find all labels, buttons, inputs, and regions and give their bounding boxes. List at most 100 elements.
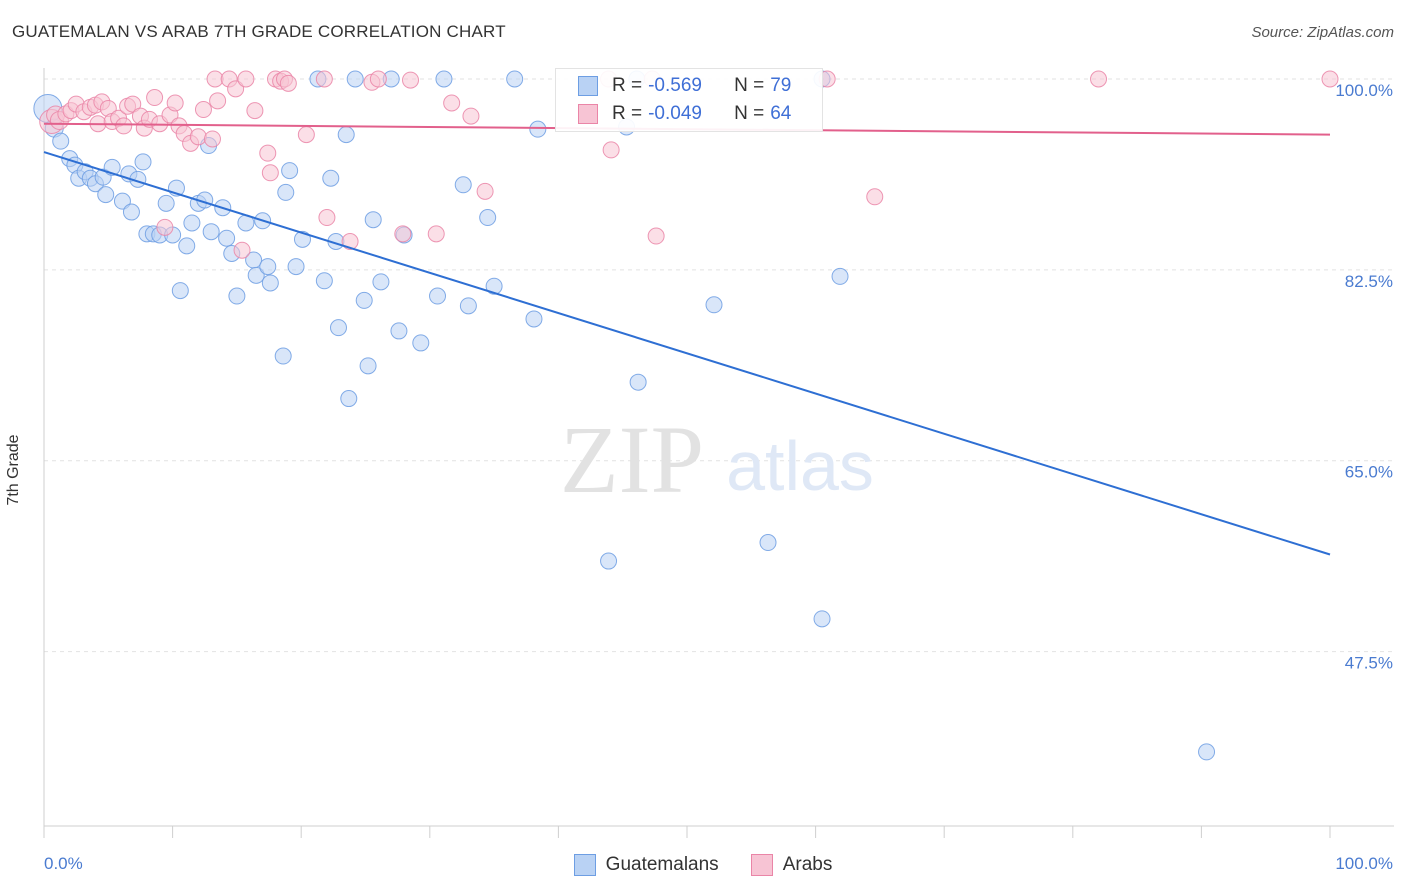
data-point-guatemalans [459, 297, 477, 315]
legend-n-value: 64 [770, 103, 792, 124]
data-point-arabs [233, 241, 251, 259]
data-point-arabs [115, 117, 133, 135]
data-point-guatemalans [600, 552, 618, 570]
data-point-arabs [394, 225, 412, 243]
y-tick-label: 82.5% [1345, 272, 1393, 291]
data-point-arabs [427, 225, 445, 243]
data-point-guatemalans [479, 209, 497, 227]
legend-row-arabs: R = -0.049 N = 64 [578, 101, 791, 127]
data-point-guatemalans [274, 347, 292, 365]
data-point-arabs [237, 70, 255, 88]
data-point-guatemalans [454, 176, 472, 194]
data-point-guatemalans [228, 287, 246, 305]
watermark-zip: ZIP [560, 406, 704, 513]
legend-r-value: -0.569 [648, 75, 702, 96]
data-point-guatemalans [261, 274, 279, 292]
data-point-guatemalans [329, 319, 347, 337]
gridlines [44, 78, 1394, 653]
trend-line-guatemalans [43, 151, 1331, 556]
legend-row-guatemalans: R = -0.569 N = 79 [578, 73, 791, 99]
data-point-guatemalans [525, 310, 543, 328]
data-point-arabs [261, 164, 279, 182]
data-point-arabs [402, 71, 420, 89]
data-point-guatemalans [1198, 743, 1216, 761]
data-point-guatemalans [435, 70, 453, 88]
data-point-arabs [206, 70, 224, 88]
legend-n-label: N = [734, 103, 765, 124]
data-point-arabs [341, 233, 359, 251]
data-point-arabs [156, 218, 174, 236]
data-point-guatemalans [340, 390, 358, 408]
data-point-arabs [866, 188, 884, 206]
y-tick-label: 65.0% [1345, 463, 1393, 482]
data-point-guatemalans [113, 192, 131, 210]
y-tick-label: 47.5% [1345, 654, 1393, 673]
data-point-guatemalans [97, 186, 115, 204]
legend: R = -0.569 N = 79 R = -0.049 N = 64 [555, 68, 823, 132]
data-point-arabs [209, 92, 227, 110]
data-point-arabs [1090, 70, 1108, 88]
data-point-arabs [194, 101, 212, 119]
series-label-arabs: Arabs [782, 854, 833, 875]
data-point-arabs [227, 80, 245, 98]
axes [43, 68, 1394, 838]
data-point-guatemalans [529, 120, 547, 138]
data-point-guatemalans [485, 277, 503, 295]
data-point-guatemalans [629, 373, 647, 391]
data-point-guatemalans [287, 258, 305, 276]
data-point-guatemalans [372, 273, 390, 291]
legend-r-label: R = [612, 103, 643, 124]
data-point-arabs [369, 70, 387, 88]
data-point-arabs [203, 130, 221, 148]
x-tick-label: 0.0% [44, 854, 83, 873]
series-swatch-guatemalans [573, 854, 596, 876]
chart-source: Source: ZipAtlas.com [1251, 24, 1394, 41]
x-tick-label: 100.0% [1335, 854, 1393, 873]
data-point-guatemalans [705, 296, 723, 314]
data-point-arabs [315, 70, 333, 88]
data-point-arabs [124, 95, 142, 113]
series-legend-guatemalans[interactable]: Guatemalans [573, 854, 719, 876]
data-point-guatemalans [134, 153, 152, 171]
data-point-guatemalans [122, 203, 140, 221]
data-point-arabs [259, 144, 277, 162]
data-point-guatemalans [359, 357, 377, 375]
data-point-guatemalans [277, 183, 295, 201]
data-point-arabs [602, 141, 620, 159]
data-point-arabs [146, 89, 164, 107]
data-point-guatemalans [346, 70, 364, 88]
series-legend: Guatemalans Arabs [0, 852, 1406, 878]
data-point-guatemalans [831, 267, 849, 285]
data-point-arabs [279, 74, 297, 92]
data-point-guatemalans [813, 610, 831, 628]
y-tick-label: 100.0% [1335, 81, 1393, 100]
data-point-guatemalans [364, 211, 382, 229]
data-point-arabs [246, 102, 264, 120]
data-point-guatemalans [337, 126, 355, 144]
data-point-guatemalans [281, 162, 299, 180]
data-point-guatemalans [293, 230, 311, 248]
data-point-arabs [189, 128, 207, 146]
data-point-arabs [647, 227, 665, 245]
watermark-atlas: atlas [726, 427, 874, 505]
chart-title: GUATEMALAN VS ARAB 7TH GRADE CORRELATION… [12, 22, 506, 41]
data-point-guatemalans [429, 287, 447, 305]
data-point-guatemalans [157, 194, 175, 212]
data-point-arabs [1321, 70, 1339, 88]
series-label-guatemalans: Guatemalans [605, 854, 719, 875]
tick-labels: 100.0% 82.5% 65.0% 47.5% 0.0% 100.0% [44, 81, 1393, 873]
data-point-arabs [476, 182, 494, 200]
legend-n-label: N = [734, 75, 765, 96]
data-point-guatemalans [315, 272, 333, 290]
data-point-guatemalans [322, 169, 340, 187]
data-point-arabs [318, 209, 336, 227]
data-point-arabs [166, 94, 184, 112]
data-point-guatemalans [247, 266, 265, 284]
legend-swatch-arabs [578, 104, 598, 124]
legend-n-value: 79 [770, 75, 792, 96]
data-point-guatemalans [259, 258, 277, 276]
data-point-guatemalans [759, 534, 777, 552]
legend-r-value: -0.049 [648, 103, 702, 124]
series-legend-arabs[interactable]: Arabs [750, 854, 833, 876]
